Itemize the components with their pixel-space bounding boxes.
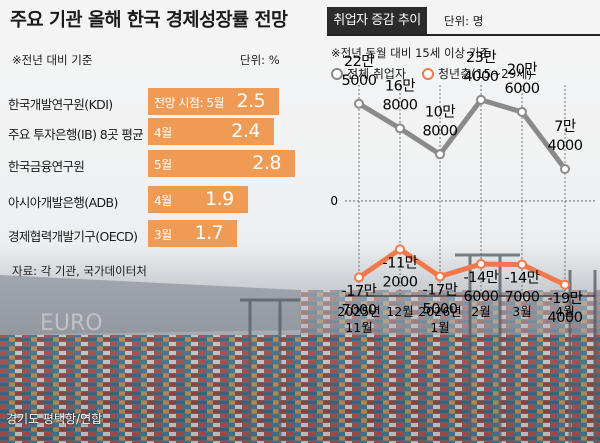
total-value-label: 22만 xyxy=(344,53,374,70)
total-point xyxy=(517,106,527,117)
bar-period-label: 3월 xyxy=(154,228,172,242)
total-value-label: 4000 xyxy=(464,69,499,85)
growth-bar: 3월 1.7 xyxy=(148,220,238,247)
total-value-label: 5000 xyxy=(342,73,377,89)
left-unit-label: 단위: % xyxy=(240,53,280,67)
x-tick-label: 12월 xyxy=(386,304,413,319)
youth-value-label: -14만 xyxy=(463,269,498,286)
youth-value-label: -17만 xyxy=(341,282,376,299)
total-point xyxy=(476,94,486,105)
bar-value-label: 2.5 xyxy=(236,90,266,112)
total-point xyxy=(354,98,364,109)
total-value-label: 10만 xyxy=(425,103,455,120)
right-basis-note: ※전년 동월 대비 15세 이상 기준 xyxy=(331,46,490,60)
x-tick-label: 11월 xyxy=(345,320,372,335)
bar-period-label: 5월 xyxy=(154,158,172,172)
bar-category-label: 주요 투자은행(IB) 8곳 평균 xyxy=(8,127,144,142)
bar-period-label: 전망 시점: 5월 xyxy=(154,96,225,110)
bar-category-label: 경제협력개발기구(OECD) xyxy=(8,229,138,244)
youth-value-label: 5000 xyxy=(423,302,458,318)
legend-youth-label: 청년층(15~29세) xyxy=(438,67,533,81)
total-value-label: 20만 xyxy=(507,61,537,78)
growth-bar: 4월 2.4 xyxy=(148,118,274,145)
legend-total-marker xyxy=(331,67,343,80)
photo-credit: 경기도 평택항/연합 xyxy=(6,412,103,426)
legend: 전체 취업자 청년층(15~29세) xyxy=(331,65,532,82)
x-tick-label: 3월 xyxy=(512,304,531,319)
svg-text:EURO: EURO xyxy=(40,311,103,336)
x-tick-label: 2월 xyxy=(471,304,490,319)
total-value-label: 6000 xyxy=(505,81,540,97)
youth-value-label: 7000 xyxy=(505,289,540,305)
bar-value-label: 2.4 xyxy=(231,120,260,142)
total-value-label: 16만 xyxy=(385,77,415,94)
x-tick-label: 2026년 xyxy=(418,304,461,319)
legend-total-label: 전체 취업자 xyxy=(347,67,407,81)
x-tick-label: 2025년 xyxy=(337,304,380,319)
youth-point xyxy=(517,259,527,270)
x-tick-label: 4월 xyxy=(555,304,574,319)
total-point xyxy=(395,123,405,134)
youth-value-label: 7000 xyxy=(342,302,377,318)
youth-value-label: -11만 xyxy=(382,254,417,271)
bar-value-label: 1.7 xyxy=(194,222,224,244)
youth-point xyxy=(435,271,445,282)
right-unit-label: 단위: 명 xyxy=(444,14,484,28)
total-value-label: 4000 xyxy=(548,138,583,154)
youth-series-line xyxy=(357,246,567,288)
bar-category-label: 아시아개발은행(ADB) xyxy=(8,195,118,210)
youth-value-label: -14만 xyxy=(504,269,539,286)
total-value-label: 7만 xyxy=(554,118,576,135)
youth-value-label: 4000 xyxy=(548,310,583,326)
total-point xyxy=(435,149,445,160)
zero-tick-label: 0 xyxy=(330,194,338,208)
youth-point xyxy=(395,244,405,255)
total-series-line xyxy=(357,97,567,171)
right-chart-tab-title: 취업자 증감 추이 xyxy=(327,7,427,34)
total-value-label: 8000 xyxy=(383,97,418,113)
growth-bar: 5월 2.8 xyxy=(148,150,295,177)
bar-category-label: 한국개발연구원(KDI) xyxy=(8,97,113,112)
total-point xyxy=(560,163,570,174)
youth-value-label: -19만 xyxy=(547,290,582,307)
bar-period-label: 4월 xyxy=(154,126,172,140)
legend-youth-marker xyxy=(422,67,435,80)
youth-value-label: 2000 xyxy=(383,274,418,290)
left-source-note: 자료: 각 기관, 국가데이터처 xyxy=(12,264,147,278)
left-chart-title: 주요 기관 올해 한국 경제성장률 전망 xyxy=(10,10,288,31)
total-value-label: 8000 xyxy=(423,123,458,139)
bar-value-label: 1.9 xyxy=(205,188,234,210)
bar-value-label: 2.8 xyxy=(252,152,281,174)
growth-bar: 전망 시점: 5월 2.5 xyxy=(148,88,280,115)
x-tick-label: 1월 xyxy=(430,320,449,335)
bar-period-label: 4월 xyxy=(154,194,172,208)
youth-point xyxy=(476,259,486,270)
right-title-rule xyxy=(327,34,600,36)
growth-bar: 4월 1.9 xyxy=(148,186,248,213)
youth-point xyxy=(354,272,364,283)
left-basis-note: ※전년 대비 기준 xyxy=(12,53,93,67)
youth-value-label: -17만 xyxy=(422,282,457,299)
youth-value-label: 6000 xyxy=(464,289,499,305)
total-value-label: 23만 xyxy=(466,49,496,66)
youth-point xyxy=(560,279,570,290)
bar-category-label: 한국금융연구원 xyxy=(8,159,85,174)
